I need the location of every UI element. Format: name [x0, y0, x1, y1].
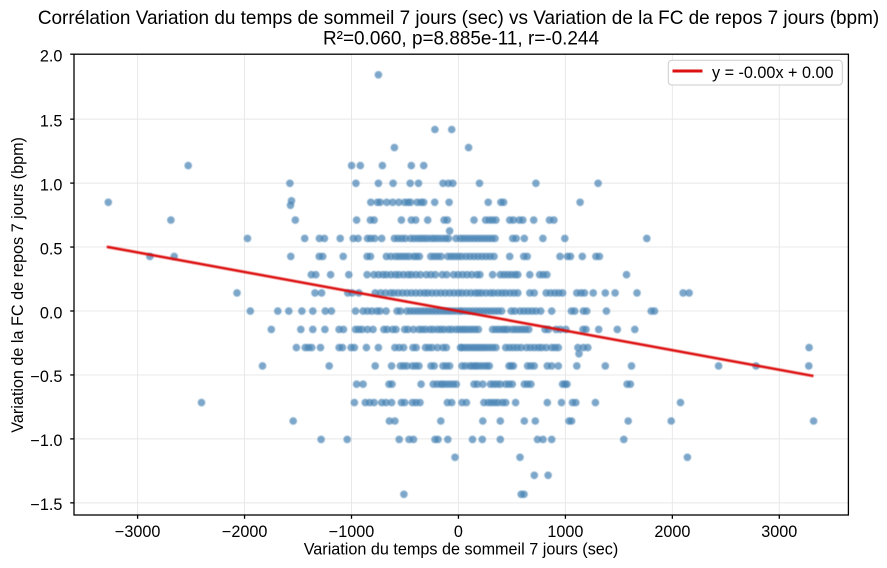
- svg-text:3000: 3000: [761, 523, 797, 541]
- svg-text:0: 0: [454, 523, 463, 541]
- svg-text:−2000: −2000: [222, 523, 267, 541]
- svg-text:y = -0.00x + 0.00: y = -0.00x + 0.00: [712, 64, 834, 82]
- svg-text:Corrélation Variation du temps: Corrélation Variation du temps de sommei…: [38, 8, 879, 29]
- svg-text:−1.5: −1.5: [30, 496, 62, 514]
- svg-text:2.0: 2.0: [40, 48, 63, 66]
- svg-text:−3000: −3000: [115, 523, 160, 541]
- svg-text:R²=0.060, p=8.885e-11, r=-0.24: R²=0.060, p=8.885e-11, r=-0.244: [323, 29, 599, 50]
- svg-text:Variation de la FC de repos 7: Variation de la FC de repos 7 jours (bpm…: [9, 137, 27, 433]
- svg-text:0.0: 0.0: [40, 304, 63, 322]
- svg-text:1000: 1000: [547, 523, 583, 541]
- svg-text:1.5: 1.5: [40, 113, 63, 131]
- svg-text:−1000: −1000: [329, 523, 374, 541]
- svg-text:Variation du temps de sommeil: Variation du temps de sommeil 7 jours (s…: [304, 540, 619, 558]
- svg-text:1.0: 1.0: [40, 176, 63, 194]
- svg-text:−1.0: −1.0: [30, 432, 62, 450]
- svg-text:0.5: 0.5: [40, 240, 63, 258]
- svg-text:2000: 2000: [654, 523, 690, 541]
- svg-text:−0.5: −0.5: [30, 368, 62, 386]
